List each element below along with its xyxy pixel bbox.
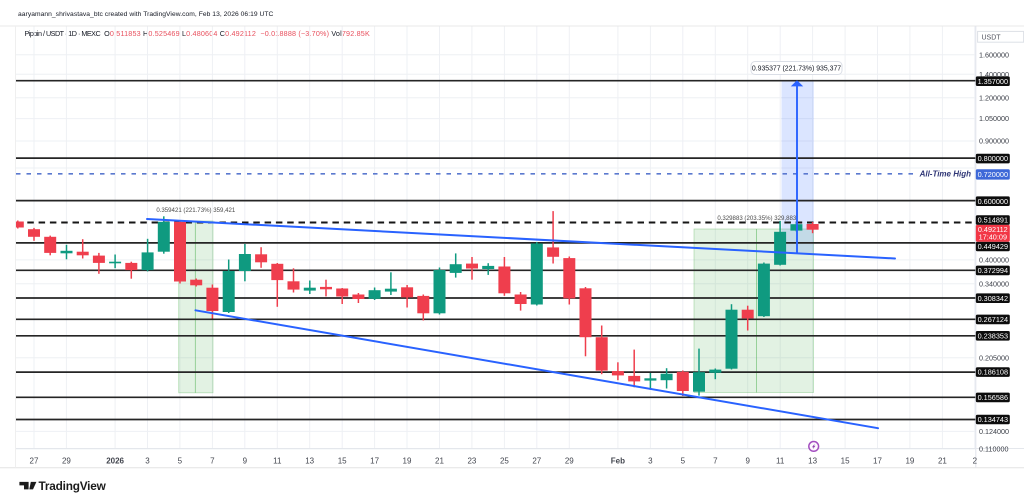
svg-text:0.267124: 0.267124	[978, 315, 1008, 324]
svg-text:15: 15	[338, 456, 347, 465]
svg-text:0.156586: 0.156586	[978, 393, 1008, 402]
svg-text:0.372994: 0.372994	[978, 266, 1008, 275]
svg-text:0.340000: 0.340000	[979, 279, 1009, 288]
svg-text:Feb: Feb	[611, 456, 625, 465]
svg-text:0.449429: 0.449429	[978, 242, 1008, 251]
svg-text:0.308342: 0.308342	[978, 294, 1008, 303]
svg-text:11: 11	[776, 456, 785, 465]
svg-text:TradingView: TradingView	[39, 479, 107, 493]
svg-text:1.357000: 1.357000	[978, 77, 1008, 86]
svg-text:0.124000: 0.124000	[979, 427, 1009, 436]
svg-text:13: 13	[808, 456, 817, 465]
svg-text:9: 9	[243, 456, 248, 465]
svg-text:2: 2	[973, 456, 978, 465]
svg-text:0.720000: 0.720000	[978, 170, 1008, 179]
svg-text:15: 15	[841, 456, 850, 465]
svg-text:0.600000: 0.600000	[978, 197, 1008, 206]
svg-text:0.329883 (203.35%) 329,883: 0.329883 (203.35%) 329,883	[717, 215, 797, 222]
svg-text:All-Time High: All-Time High	[919, 169, 972, 178]
svg-text:21: 21	[435, 456, 444, 465]
svg-text:0.238353: 0.238353	[978, 331, 1008, 340]
svg-text:1.200000: 1.200000	[979, 93, 1009, 102]
svg-text:3: 3	[145, 456, 150, 465]
svg-text:5: 5	[681, 456, 686, 465]
svg-text:7: 7	[210, 456, 215, 465]
svg-text:1.600000: 1.600000	[979, 50, 1009, 59]
svg-text:9: 9	[745, 456, 750, 465]
svg-text:17: 17	[370, 456, 379, 465]
svg-text:11: 11	[273, 456, 282, 465]
svg-text:21: 21	[938, 456, 947, 465]
svg-text:0.134743: 0.134743	[978, 415, 1008, 424]
svg-text:2026: 2026	[106, 456, 124, 465]
svg-text:0.900000: 0.900000	[979, 137, 1009, 146]
svg-text:3: 3	[648, 456, 653, 465]
svg-text:0.935377 (221.73%) 935,377: 0.935377 (221.73%) 935,377	[752, 66, 841, 73]
svg-text:17:40:09: 17:40:09	[979, 233, 1007, 242]
svg-text:0.400000: 0.400000	[979, 256, 1009, 265]
svg-text:0.205000: 0.205000	[979, 353, 1009, 362]
svg-text:27: 27	[532, 456, 541, 465]
svg-text:1.050000: 1.050000	[979, 114, 1009, 123]
svg-text:0.359421 (221.73%) 359,421: 0.359421 (221.73%) 359,421	[156, 207, 236, 214]
svg-text:USDT: USDT	[981, 34, 1001, 41]
svg-text:25: 25	[500, 456, 509, 465]
svg-text:0.110000: 0.110000	[979, 445, 1008, 454]
svg-text:0.514891: 0.514891	[978, 216, 1008, 225]
svg-text:19: 19	[403, 456, 412, 465]
svg-text:13: 13	[305, 456, 314, 465]
svg-text:0.800000: 0.800000	[978, 154, 1008, 163]
svg-text:27: 27	[30, 456, 39, 465]
svg-text:1.400000: 1.400000	[979, 70, 1009, 79]
svg-text:29: 29	[62, 456, 71, 465]
svg-text:19: 19	[905, 456, 914, 465]
svg-text:0.492112: 0.492112	[978, 225, 1008, 234]
svg-text:29: 29	[565, 456, 574, 465]
svg-text:0.186108: 0.186108	[978, 368, 1008, 377]
svg-text:23: 23	[467, 456, 476, 465]
svg-text:17: 17	[873, 456, 882, 465]
svg-text:5: 5	[178, 456, 183, 465]
svg-text:7: 7	[713, 456, 718, 465]
